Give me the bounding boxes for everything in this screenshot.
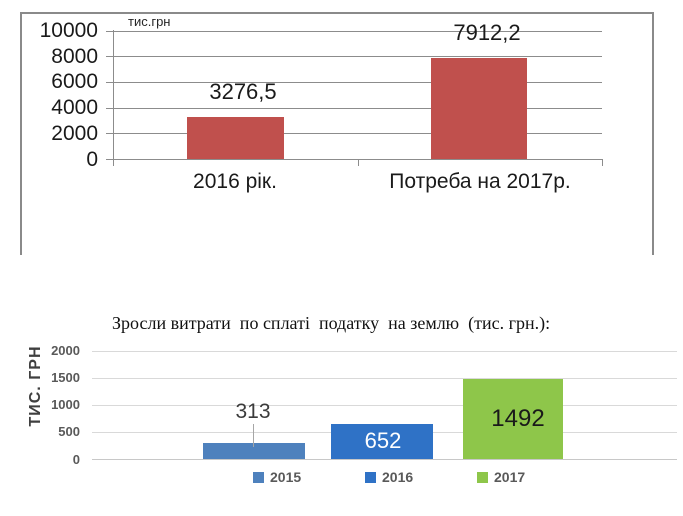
top-chart-frame xyxy=(20,12,654,255)
bar-value-label: 7912,2 xyxy=(453,20,521,45)
y-axis-line xyxy=(113,30,114,165)
legend-label-2017: 2017 xyxy=(494,469,526,485)
y-axis-tick xyxy=(106,30,113,32)
legend-label-2016: 2016 xyxy=(382,469,414,485)
y-axis-tick xyxy=(106,81,113,83)
x-category-label: 2016 рік. xyxy=(193,170,277,193)
top-chart-unit-label: тис.грн xyxy=(128,14,171,29)
legend-item-2015: 2015 xyxy=(253,469,301,485)
gridline xyxy=(113,56,602,58)
gridline xyxy=(92,404,677,406)
gridline xyxy=(92,459,677,460)
y-axis-tick xyxy=(106,159,113,160)
y-tick-label: 2000 xyxy=(51,121,98,145)
gridline xyxy=(113,107,602,109)
y-tick-label: 2000 xyxy=(51,343,80,358)
bottom-chart-title: Зросли витрати по сплаті податку на земл… xyxy=(112,313,551,333)
y-tick-label: 1000 xyxy=(51,397,80,413)
bar-2016 рік. xyxy=(187,117,284,160)
bar-value-label: 652 xyxy=(364,428,402,454)
x-axis-tick xyxy=(602,159,603,166)
y-tick-label: 8000 xyxy=(51,44,98,68)
bar-2016 xyxy=(331,424,433,460)
legend-label-2015: 2015 xyxy=(270,469,302,485)
gridline xyxy=(113,133,602,135)
legend-swatch-2016 xyxy=(365,471,376,483)
legend-item-2016: 2016 xyxy=(365,469,413,485)
x-axis-tick xyxy=(113,159,114,166)
y-tick-label: 0 xyxy=(72,451,80,467)
legend-item-2017: 2017 xyxy=(477,469,525,485)
bar-value-label: 313 xyxy=(235,399,271,423)
y-tick-label: 6000 xyxy=(51,70,98,94)
bar-value-label: 1492 xyxy=(491,405,545,433)
y-tick-label: 10000 xyxy=(39,19,98,42)
gridline xyxy=(92,350,677,352)
y-tick-label: 4000 xyxy=(51,96,98,120)
legend-swatch-2015 xyxy=(253,471,264,483)
gridline xyxy=(92,377,677,379)
gridline xyxy=(113,30,602,32)
bar-2017 xyxy=(463,378,563,460)
y-axis-tick xyxy=(106,56,113,58)
y-tick-label: 0 xyxy=(86,147,98,171)
y-tick-label: 1500 xyxy=(51,370,80,386)
gridline xyxy=(113,81,602,83)
y-tick-label: 500 xyxy=(58,424,80,440)
x-axis-tick xyxy=(357,159,359,166)
x-category-label: Потреба на 2017р. xyxy=(389,170,571,193)
y-axis-tick xyxy=(106,107,113,109)
bar-value-label: 3276,5 xyxy=(209,79,277,104)
bar-2015 xyxy=(203,442,305,460)
bar-Потреба на 2017р. xyxy=(431,57,527,160)
legend-swatch-2017 xyxy=(477,471,488,483)
y-axis-tick xyxy=(106,133,113,135)
data-label-leader-line xyxy=(253,424,254,447)
